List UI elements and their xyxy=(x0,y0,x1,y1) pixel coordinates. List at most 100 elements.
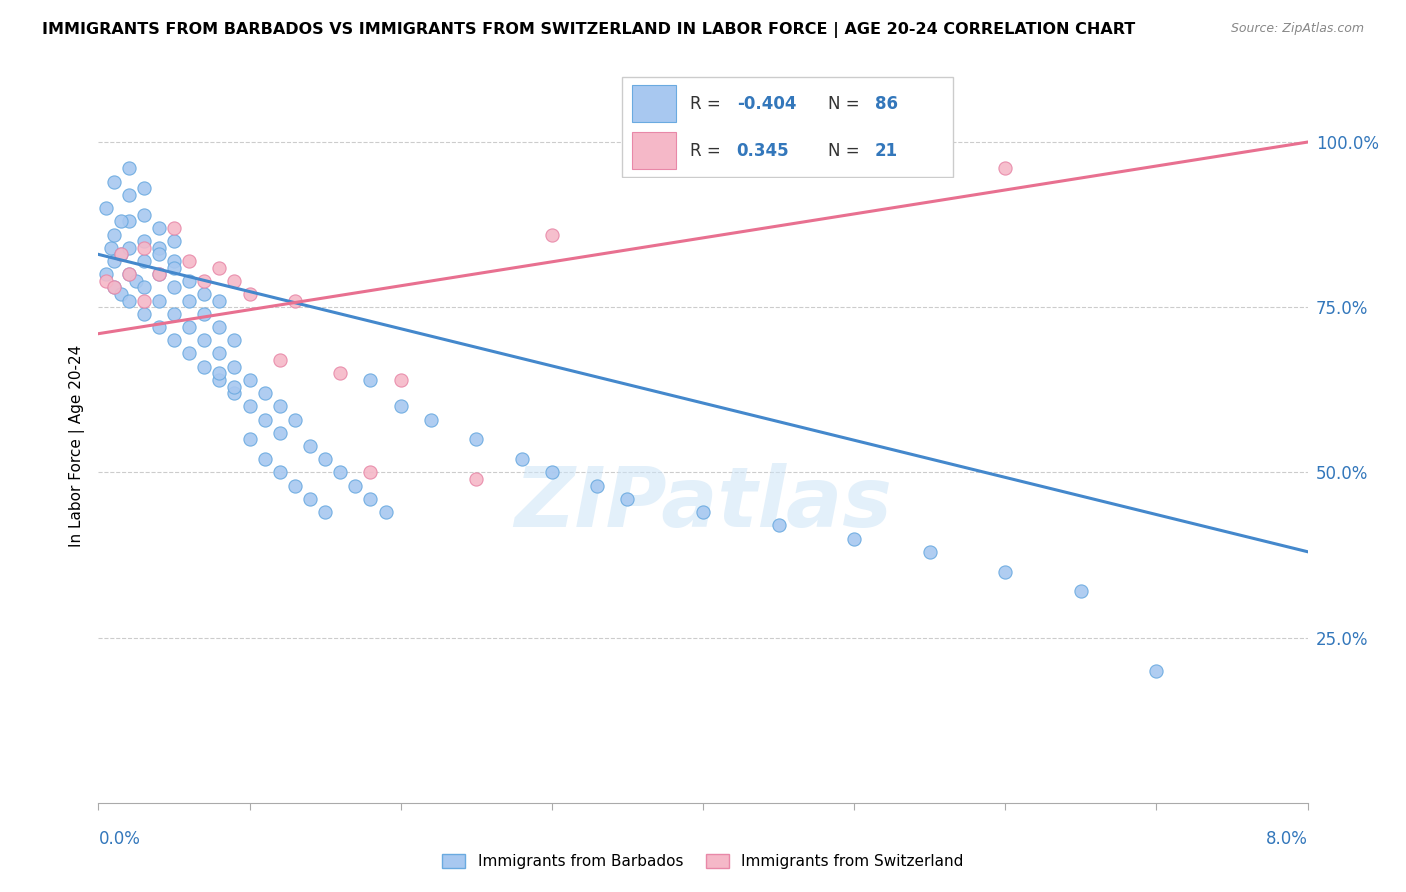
Point xyxy=(163,254,186,268)
Point xyxy=(389,400,412,414)
Point xyxy=(193,359,215,374)
Point xyxy=(118,267,141,281)
Point xyxy=(179,274,201,288)
FancyBboxPatch shape xyxy=(633,132,676,169)
Point xyxy=(193,274,215,288)
Text: R =: R = xyxy=(689,95,725,112)
Point xyxy=(148,267,170,281)
Text: 21: 21 xyxy=(875,142,898,160)
Point xyxy=(132,181,155,195)
Point xyxy=(616,491,638,506)
FancyBboxPatch shape xyxy=(621,77,953,178)
Point xyxy=(269,353,291,368)
Point xyxy=(208,373,231,387)
Point xyxy=(132,208,155,222)
FancyBboxPatch shape xyxy=(633,85,676,122)
Point xyxy=(586,478,609,492)
Point xyxy=(132,234,155,248)
Point xyxy=(118,241,141,255)
Point xyxy=(360,373,382,387)
Point xyxy=(179,320,201,334)
Point xyxy=(224,359,246,374)
Point xyxy=(103,254,125,268)
Text: Source: ZipAtlas.com: Source: ZipAtlas.com xyxy=(1230,22,1364,36)
Point xyxy=(148,293,170,308)
Point xyxy=(208,260,231,275)
Y-axis label: In Labor Force | Age 20-24: In Labor Force | Age 20-24 xyxy=(69,345,84,547)
Point xyxy=(224,274,246,288)
Point xyxy=(239,400,262,414)
Text: N =: N = xyxy=(828,95,865,112)
Point xyxy=(100,241,122,255)
Point xyxy=(360,466,382,480)
Point xyxy=(224,379,246,393)
Point xyxy=(103,280,125,294)
Point xyxy=(148,221,170,235)
Point xyxy=(541,227,564,242)
Point xyxy=(465,472,488,486)
Point xyxy=(269,400,291,414)
Point xyxy=(253,412,276,426)
Point xyxy=(299,439,322,453)
Point xyxy=(208,320,231,334)
Point xyxy=(692,505,714,519)
Point xyxy=(179,254,201,268)
Text: 86: 86 xyxy=(875,95,898,112)
Point xyxy=(994,161,1017,176)
Point xyxy=(118,267,141,281)
Point xyxy=(284,478,307,492)
Point xyxy=(193,307,215,321)
Point xyxy=(314,452,336,467)
Point xyxy=(239,433,262,447)
Text: 0.0%: 0.0% xyxy=(98,830,141,847)
Text: R =: R = xyxy=(689,142,725,160)
Point xyxy=(179,346,201,360)
Point xyxy=(132,241,155,255)
Point xyxy=(253,386,276,401)
Point xyxy=(148,247,170,261)
Point xyxy=(110,214,132,228)
Point xyxy=(94,201,117,215)
Point xyxy=(768,518,790,533)
Text: 0.345: 0.345 xyxy=(737,142,789,160)
Point xyxy=(163,280,186,294)
Point xyxy=(132,254,155,268)
Text: 8.0%: 8.0% xyxy=(1265,830,1308,847)
Text: N =: N = xyxy=(828,142,865,160)
Point xyxy=(360,491,382,506)
Point xyxy=(103,175,125,189)
Point xyxy=(118,214,141,228)
Point xyxy=(299,491,322,506)
Point xyxy=(844,532,866,546)
Text: -0.404: -0.404 xyxy=(737,95,796,112)
Point xyxy=(110,247,132,261)
Point xyxy=(132,280,155,294)
Point xyxy=(269,425,291,440)
Point xyxy=(269,466,291,480)
Point xyxy=(510,452,533,467)
Point xyxy=(148,267,170,281)
Point xyxy=(208,367,231,381)
Point xyxy=(193,333,215,347)
Point xyxy=(541,466,564,480)
Point xyxy=(465,433,488,447)
Point xyxy=(224,386,246,401)
Point xyxy=(163,234,186,248)
Point xyxy=(208,346,231,360)
Point xyxy=(344,478,367,492)
Point xyxy=(110,247,132,261)
Point xyxy=(1070,584,1092,599)
Point xyxy=(118,293,141,308)
Text: IMMIGRANTS FROM BARBADOS VS IMMIGRANTS FROM SWITZERLAND IN LABOR FORCE | AGE 20-: IMMIGRANTS FROM BARBADOS VS IMMIGRANTS F… xyxy=(42,22,1136,38)
Point xyxy=(284,412,307,426)
Point xyxy=(420,412,443,426)
Point xyxy=(132,307,155,321)
Point xyxy=(253,452,276,467)
Point xyxy=(110,287,132,301)
Point xyxy=(179,293,201,308)
Point xyxy=(103,280,125,294)
Point xyxy=(239,373,262,387)
Point xyxy=(163,221,186,235)
Point xyxy=(94,267,117,281)
Point xyxy=(239,287,262,301)
